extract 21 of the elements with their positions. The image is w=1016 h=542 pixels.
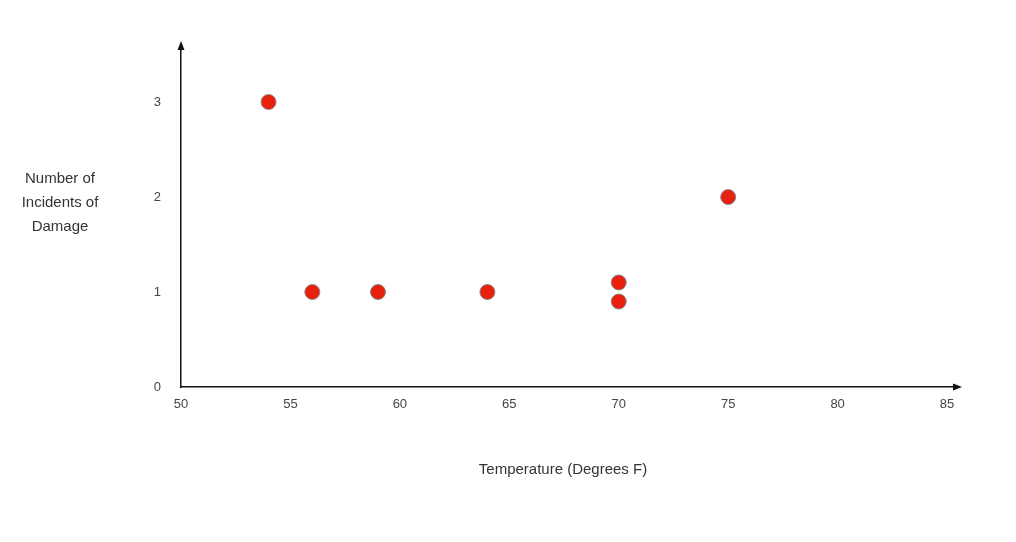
point (479, 284, 496, 300)
y-axis-title: Number of Incidents of Damage (20, 168, 100, 236)
x-tick-label: 55 (283, 396, 298, 412)
point (610, 293, 627, 310)
point (610, 274, 627, 291)
x-tick-label: 65 (502, 396, 517, 412)
x-tick-label: 70 (611, 396, 626, 412)
x-tick-label: 50 (173, 396, 189, 412)
y-tick-label: 3 (153, 93, 161, 109)
point (260, 94, 277, 110)
x-tick-label: 85 (939, 396, 955, 412)
point (304, 284, 321, 300)
y-tick-label: 1 (153, 283, 161, 299)
x-axis-title: Temperature (Degrees F) (477, 460, 649, 477)
x-tick-label: 80 (830, 396, 845, 412)
x-tick-label: 60 (392, 396, 408, 412)
x-tick-label: 75 (720, 396, 736, 412)
y-tick-label: 0 (153, 378, 161, 394)
point (369, 284, 386, 300)
point (720, 189, 737, 205)
y-tick-label: 2 (153, 188, 161, 204)
